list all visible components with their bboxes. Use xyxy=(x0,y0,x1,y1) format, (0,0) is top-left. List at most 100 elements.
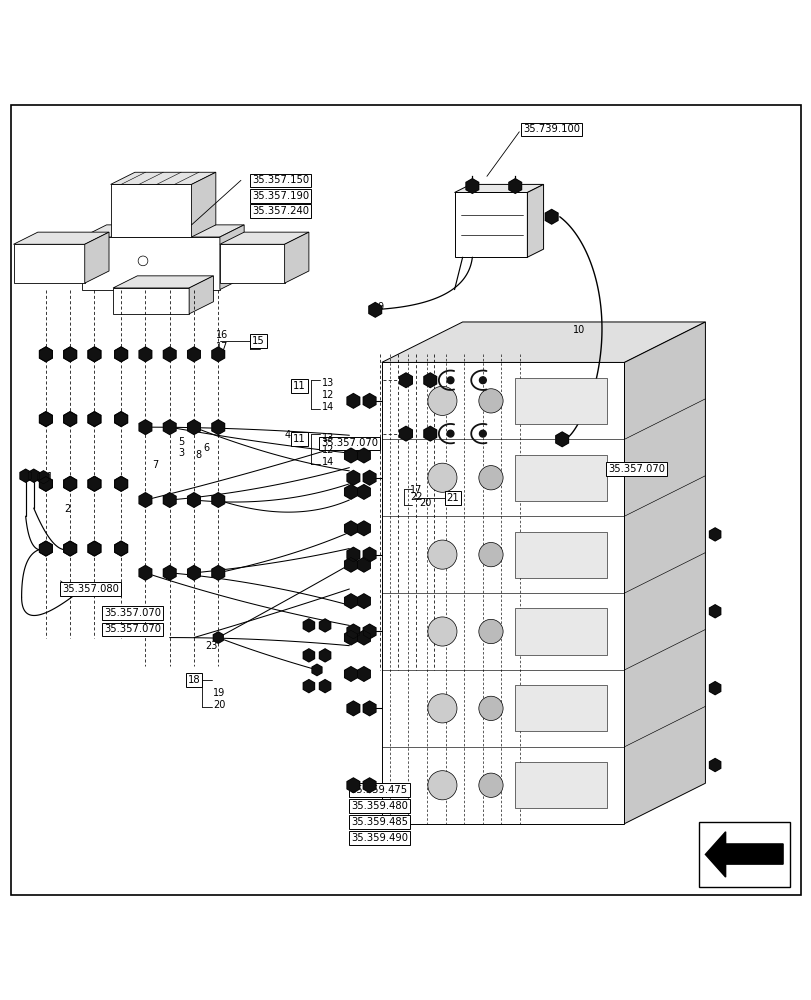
Text: 6: 6 xyxy=(204,443,210,453)
Text: 14: 14 xyxy=(321,402,333,412)
Polygon shape xyxy=(114,412,127,426)
Text: 35.359.475: 35.359.475 xyxy=(350,785,407,795)
Text: 35.357.070: 35.357.070 xyxy=(104,608,161,618)
Polygon shape xyxy=(220,232,308,244)
Text: 10: 10 xyxy=(573,325,585,335)
Polygon shape xyxy=(113,276,213,288)
Circle shape xyxy=(478,542,503,567)
Circle shape xyxy=(427,694,457,723)
Polygon shape xyxy=(344,485,357,499)
Text: 17: 17 xyxy=(410,485,422,495)
Polygon shape xyxy=(319,619,330,632)
Text: 9: 9 xyxy=(376,302,383,312)
Polygon shape xyxy=(212,420,225,434)
Polygon shape xyxy=(163,493,176,507)
Polygon shape xyxy=(454,184,543,192)
Circle shape xyxy=(478,377,486,384)
Polygon shape xyxy=(319,649,330,662)
Polygon shape xyxy=(526,184,543,257)
Polygon shape xyxy=(357,557,370,572)
Text: 20: 20 xyxy=(213,700,225,710)
Circle shape xyxy=(478,773,503,797)
Polygon shape xyxy=(624,322,705,824)
Polygon shape xyxy=(88,412,101,426)
Text: 35.357.150: 35.357.150 xyxy=(251,175,309,185)
Polygon shape xyxy=(189,276,213,314)
Polygon shape xyxy=(212,493,225,507)
Circle shape xyxy=(478,430,486,437)
Polygon shape xyxy=(88,541,101,556)
Polygon shape xyxy=(545,209,557,224)
Polygon shape xyxy=(220,225,244,290)
Polygon shape xyxy=(344,448,357,463)
Polygon shape xyxy=(346,547,359,562)
Polygon shape xyxy=(64,541,76,556)
Polygon shape xyxy=(363,547,375,562)
Text: 12: 12 xyxy=(321,390,334,400)
Polygon shape xyxy=(187,420,200,434)
Text: 35.359.485: 35.359.485 xyxy=(350,817,407,827)
Polygon shape xyxy=(113,288,189,314)
Polygon shape xyxy=(344,557,357,572)
Text: 11: 11 xyxy=(293,381,305,391)
Circle shape xyxy=(478,696,503,721)
Polygon shape xyxy=(187,493,200,507)
Polygon shape xyxy=(88,412,101,426)
Polygon shape xyxy=(40,347,52,362)
Polygon shape xyxy=(357,630,370,645)
Polygon shape xyxy=(303,619,314,632)
Polygon shape xyxy=(114,477,127,491)
Polygon shape xyxy=(709,605,720,618)
Polygon shape xyxy=(84,232,109,283)
Polygon shape xyxy=(114,541,127,556)
Circle shape xyxy=(447,377,453,384)
Text: 4: 4 xyxy=(285,430,290,440)
Polygon shape xyxy=(40,477,52,491)
Bar xyxy=(515,455,607,501)
Polygon shape xyxy=(363,394,375,408)
Polygon shape xyxy=(363,624,375,639)
Polygon shape xyxy=(40,347,52,362)
Text: 5: 5 xyxy=(178,437,184,447)
Circle shape xyxy=(427,463,457,492)
Text: 35.359.480: 35.359.480 xyxy=(350,801,407,811)
Polygon shape xyxy=(139,493,152,507)
Polygon shape xyxy=(82,237,220,290)
Polygon shape xyxy=(114,477,127,491)
Polygon shape xyxy=(381,322,705,362)
Circle shape xyxy=(427,386,457,415)
Polygon shape xyxy=(40,412,52,426)
Polygon shape xyxy=(346,470,359,485)
Polygon shape xyxy=(14,244,84,283)
Text: 22: 22 xyxy=(410,492,422,502)
Polygon shape xyxy=(285,232,308,283)
Polygon shape xyxy=(163,566,176,580)
Polygon shape xyxy=(709,682,720,695)
Polygon shape xyxy=(40,541,52,556)
Polygon shape xyxy=(163,420,176,434)
Polygon shape xyxy=(508,179,521,193)
Polygon shape xyxy=(357,667,370,681)
Text: 23: 23 xyxy=(205,641,217,651)
Polygon shape xyxy=(423,426,436,441)
Polygon shape xyxy=(191,172,216,237)
Polygon shape xyxy=(311,664,321,676)
Text: 1: 1 xyxy=(47,472,53,482)
Polygon shape xyxy=(139,347,152,362)
Polygon shape xyxy=(213,632,223,643)
Text: 35.357.240: 35.357.240 xyxy=(251,206,309,216)
Polygon shape xyxy=(88,347,101,362)
Bar xyxy=(515,685,607,731)
Polygon shape xyxy=(28,469,39,482)
Polygon shape xyxy=(64,541,76,556)
Text: 35.359.490: 35.359.490 xyxy=(350,833,407,843)
Polygon shape xyxy=(357,521,370,536)
Polygon shape xyxy=(40,541,52,556)
Polygon shape xyxy=(88,477,101,491)
Polygon shape xyxy=(466,179,478,193)
Polygon shape xyxy=(187,347,200,362)
Polygon shape xyxy=(64,412,76,426)
Text: 19: 19 xyxy=(213,688,225,698)
Circle shape xyxy=(427,540,457,569)
Text: 35.357.080: 35.357.080 xyxy=(62,584,118,594)
